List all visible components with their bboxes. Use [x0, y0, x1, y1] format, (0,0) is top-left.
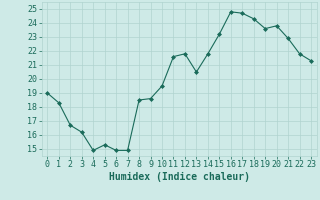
X-axis label: Humidex (Indice chaleur): Humidex (Indice chaleur) [109, 172, 250, 182]
